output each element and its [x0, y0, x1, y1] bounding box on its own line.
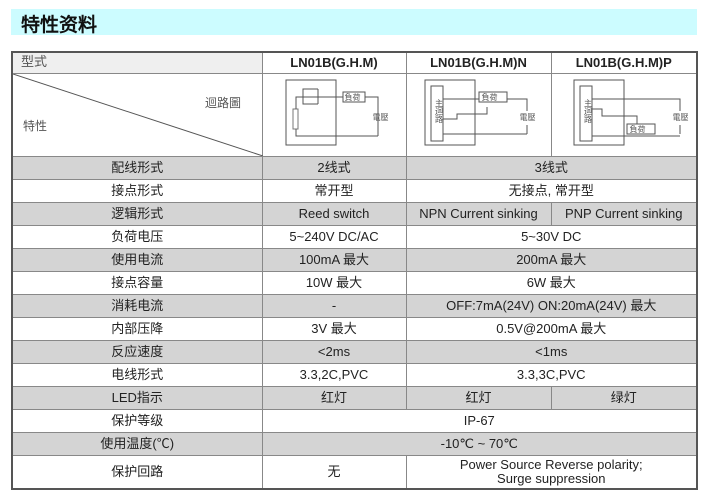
table-row: 接点形式 常开型 无接点, 常开型 [11, 179, 698, 203]
reed-value: 无 [261, 455, 407, 490]
circuit-label: 迴路圖 [205, 96, 242, 110]
row-label: 电线形式 [11, 363, 263, 387]
table-row: 电线形式 3.3,2C,PVC 3.3,3C,PVC [11, 363, 698, 387]
header-row: 型式 LN01B(G.H.M) LN01B(G.H.M)N LN01B(G.H.… [11, 51, 698, 74]
voltage-label: 電壓 [519, 111, 536, 125]
row-label: 负荷电压 [11, 225, 263, 249]
section-title: 特性资料 [21, 14, 98, 36]
row-label: 内部压降 [11, 317, 263, 341]
model-pnp: LN01B(G.H.M)P [550, 51, 698, 74]
reed-circuit-icon [285, 79, 378, 146]
shared-value: 3.3,3C,PVC [405, 363, 698, 387]
model-npn: LN01B(G.H.M)N [405, 51, 552, 74]
row-label: 反应速度 [11, 340, 263, 364]
row-label: 消耗电流 [11, 294, 263, 318]
pnp-circuit-diagram: 主迴路 負荷 電壓 [550, 73, 698, 157]
table-row: 使用电流 100mA 最大 200mA 最大 [11, 248, 698, 272]
all-value: -10℃ ~ 70℃ [261, 432, 698, 456]
load-label: 負荷 [629, 125, 646, 134]
row-label: 使用电流 [11, 248, 263, 272]
diagram-row: 迴路圖 特性 負荷 電壓 主迴路 負荷 電壓 主迴路 負荷 電壓 [11, 73, 698, 157]
reed-value: <2ms [261, 340, 407, 364]
shared-value: 无接点, 常开型 [405, 179, 698, 203]
table-row: 内部压降 3V 最大 0.5V@200mA 最大 [11, 317, 698, 341]
main-circuit-label: 主迴路 [434, 99, 444, 123]
npn-value: 红灯 [405, 386, 552, 410]
protection-line-1: Power Source Reverse polarity; [459, 457, 643, 472]
npn-circuit-diagram: 主迴路 負荷 電壓 [405, 73, 552, 157]
row-label: LED指示 [11, 386, 263, 410]
property-label: 特性 [23, 119, 48, 133]
reed-value: - [261, 294, 407, 318]
shared-value: OFF:7mA(24V) ON:20mA(24V) 最大 [405, 294, 698, 318]
npn-circuit-icon [424, 79, 527, 146]
reed-value: 常开型 [261, 179, 407, 203]
voltage-label: 電壓 [672, 111, 689, 125]
spec-table: 型式 LN01B(G.H.M) LN01B(G.H.M)N LN01B(G.H.… [11, 51, 698, 490]
reed-value: 10W 最大 [261, 271, 407, 295]
row-label: 保护等级 [11, 409, 263, 433]
reed-value: 5~240V DC/AC [261, 225, 407, 249]
reed-circuit-diagram: 負荷 電壓 [261, 73, 407, 157]
reed-value: 100mA 最大 [261, 248, 407, 272]
reed-value: Reed switch [261, 202, 407, 226]
diagonal-header-cell: 迴路圖 特性 [11, 73, 263, 157]
npn-value: NPN Current sinking [405, 202, 552, 226]
all-value: IP-67 [261, 409, 698, 433]
type-label: 型式 [11, 51, 263, 74]
row-label: 接点形式 [11, 179, 263, 203]
reed-value: 2线式 [261, 156, 407, 180]
model-reed: LN01B(G.H.M) [261, 51, 407, 74]
load-label: 負荷 [481, 93, 498, 102]
table-row: LED指示 红灯 红灯 绿灯 [11, 386, 698, 410]
load-label: 負荷 [344, 93, 361, 102]
table-row: 反应速度 <2ms <1ms [11, 340, 698, 364]
row-label: 接点容量 [11, 271, 263, 295]
table-row: 逻辑形式 Reed switch NPN Current sinking PNP Cu… [11, 202, 698, 226]
table-row: 保护回路无 Power Source Reverse polarity; Surge… [11, 455, 698, 490]
diagonal-line [13, 74, 263, 156]
table-row: 配线形式 2线式 3线式 [11, 156, 698, 180]
shared-value: 5~30V DC [405, 225, 698, 249]
row-label: 保护回路 [11, 455, 263, 490]
shared-value: 3线式 [405, 156, 698, 180]
pnp-value: PNP Current sinking [550, 202, 698, 226]
table-row: 接点容量 10W 最大 6W 最大 [11, 271, 698, 295]
row-label: 逻辑形式 [11, 202, 263, 226]
shared-value: 200mA 最大 [405, 248, 698, 272]
table-row: 负荷电压 5~240V DC/AC 5~30V DC [11, 225, 698, 249]
reed-value: 3.3,2C,PVC [261, 363, 407, 387]
table-row: 使用温度(℃) -10℃ ~ 70℃ [11, 432, 698, 456]
pnp-value: 绿灯 [550, 386, 698, 410]
section-title-bar: 特性资料 [11, 9, 697, 36]
voltage-label: 電壓 [372, 113, 389, 122]
table-row: 保护等级 IP-67 [11, 409, 698, 433]
main-circuit-label: 主迴路 [583, 99, 593, 123]
pnp-circuit-icon [573, 79, 680, 146]
shared-value: 0.5V@200mA 最大 [405, 317, 698, 341]
row-label: 配线形式 [11, 156, 263, 180]
shared-value: <1ms [405, 340, 698, 364]
shared-value: 6W 最大 [405, 271, 698, 295]
reed-value: 3V 最大 [261, 317, 407, 341]
reed-value: 红灯 [261, 386, 407, 410]
protection-line-2: Surge suppression [497, 471, 606, 486]
shared-value: Power Source Reverse polarity; Surge supp… [405, 455, 698, 490]
row-label: 使用温度(℃) [11, 432, 263, 456]
table-row: 消耗电流 - OFF:7mA(24V) ON:20mA(24V) 最大 [11, 294, 698, 318]
